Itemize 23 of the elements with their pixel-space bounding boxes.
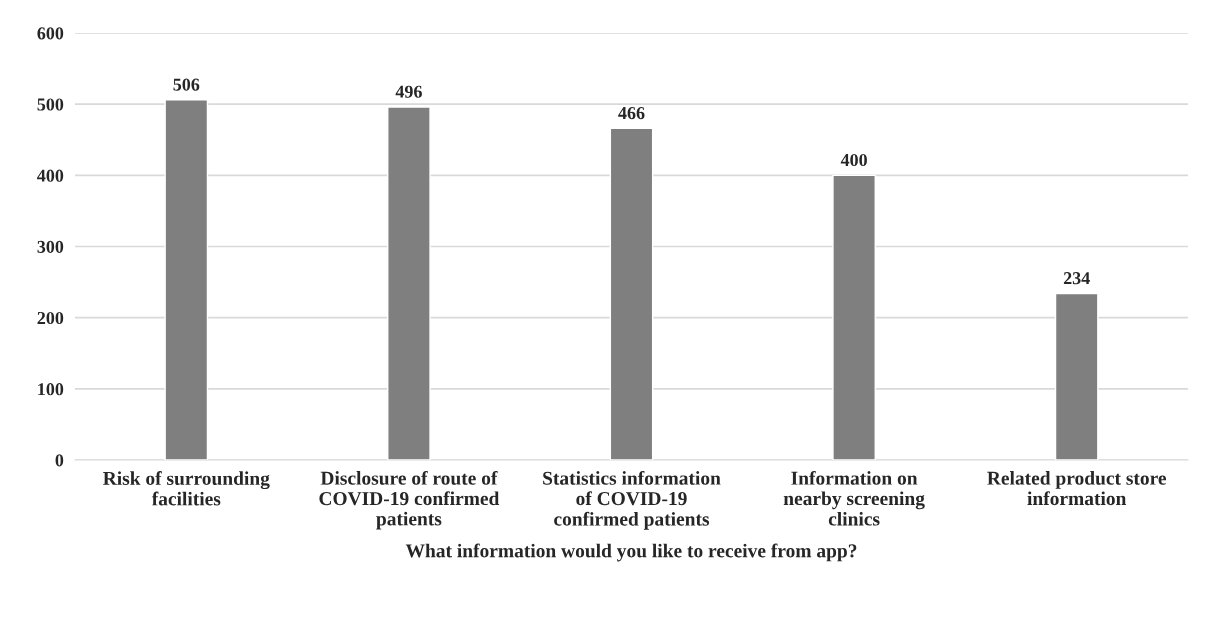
bar [387, 106, 431, 460]
data-label: 400 [840, 153, 867, 167]
x-tick-label: Statistics information of COVID-19 confirmed patients [543, 470, 721, 530]
data-label: 506 [173, 78, 200, 91]
y-tick-label: 400 [37, 169, 64, 182]
data-label: 496 [395, 85, 422, 98]
bar [1054, 292, 1099, 460]
x-tick-label: Information on nearby screening clinics [783, 470, 925, 526]
data-label: 466 [618, 107, 645, 120]
y-tick-label: 100 [38, 383, 64, 396]
bar [832, 174, 876, 460]
y-tick-label: 0 [55, 454, 64, 467]
bar [164, 99, 209, 460]
y-tick-label: 500 [37, 98, 64, 111]
x-tick-label: Disclosure of route of COVID-19 confirmed patients [319, 470, 500, 530]
y-tick-label: 600 [37, 27, 64, 40]
bar [609, 127, 654, 460]
x-axis-title: What information would you like to receive from app? [405, 543, 857, 562]
data-label: 234 [1063, 272, 1090, 285]
y-tick-label: 300 [37, 240, 64, 253]
x-tick-label: Risk of surrounding facilities [103, 471, 270, 506]
y-tick-label: 200 [37, 311, 64, 325]
x-tick-label: Related product store information [987, 471, 1167, 506]
